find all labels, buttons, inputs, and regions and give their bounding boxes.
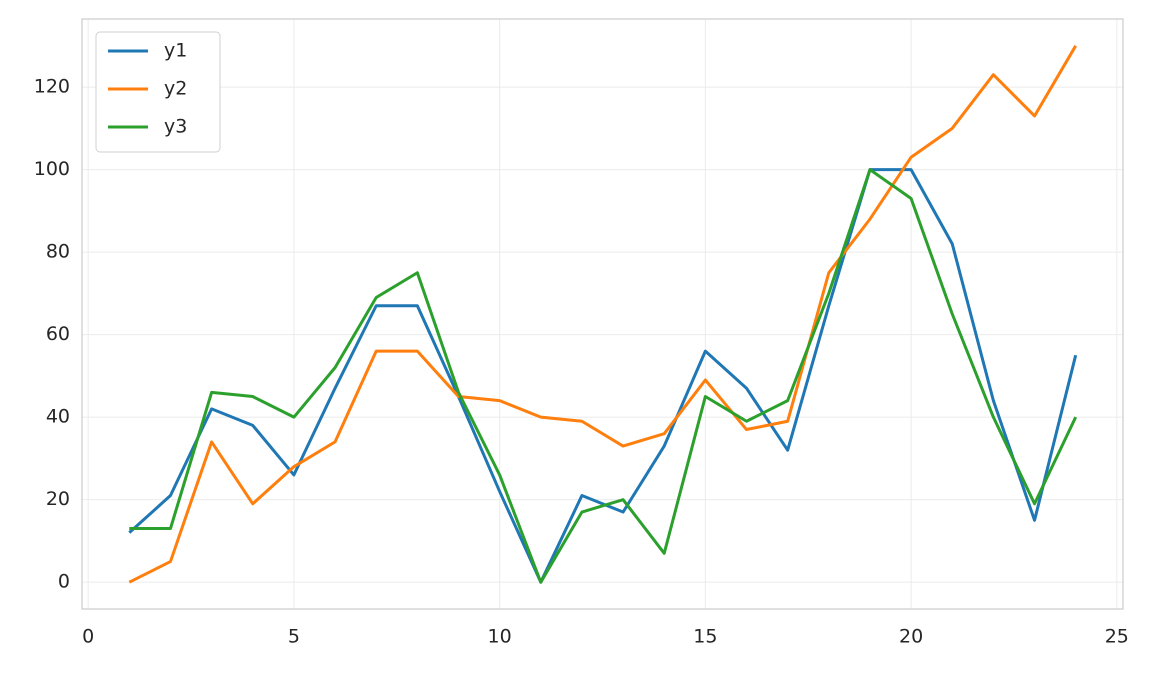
y-tick-label: 120 — [34, 76, 70, 98]
y-tick-label: 20 — [46, 488, 70, 510]
line-series — [128, 45, 1077, 584]
y-tick-label: 0 — [58, 571, 70, 593]
y-tick-label: 40 — [46, 406, 70, 428]
y-tick-label: 60 — [46, 323, 70, 345]
line-series — [129, 168, 1078, 584]
line-series — [128, 168, 1078, 584]
x-tick-label: 25 — [1105, 626, 1129, 648]
x-tick-label: 10 — [488, 626, 512, 648]
x-tick-label: 5 — [288, 626, 300, 648]
x-tick-label: 20 — [899, 626, 923, 648]
legend-label: y2 — [164, 78, 187, 100]
x-tick-label: 15 — [693, 626, 717, 648]
x-tick-label: 0 — [82, 626, 94, 648]
legend-label: y3 — [164, 116, 187, 138]
legend-label: y1 — [164, 40, 187, 62]
y-tick-label: 100 — [34, 158, 70, 180]
plot-frame — [81, 18, 1124, 610]
legend-box — [95, 31, 221, 153]
y-tick-label: 80 — [46, 241, 70, 263]
